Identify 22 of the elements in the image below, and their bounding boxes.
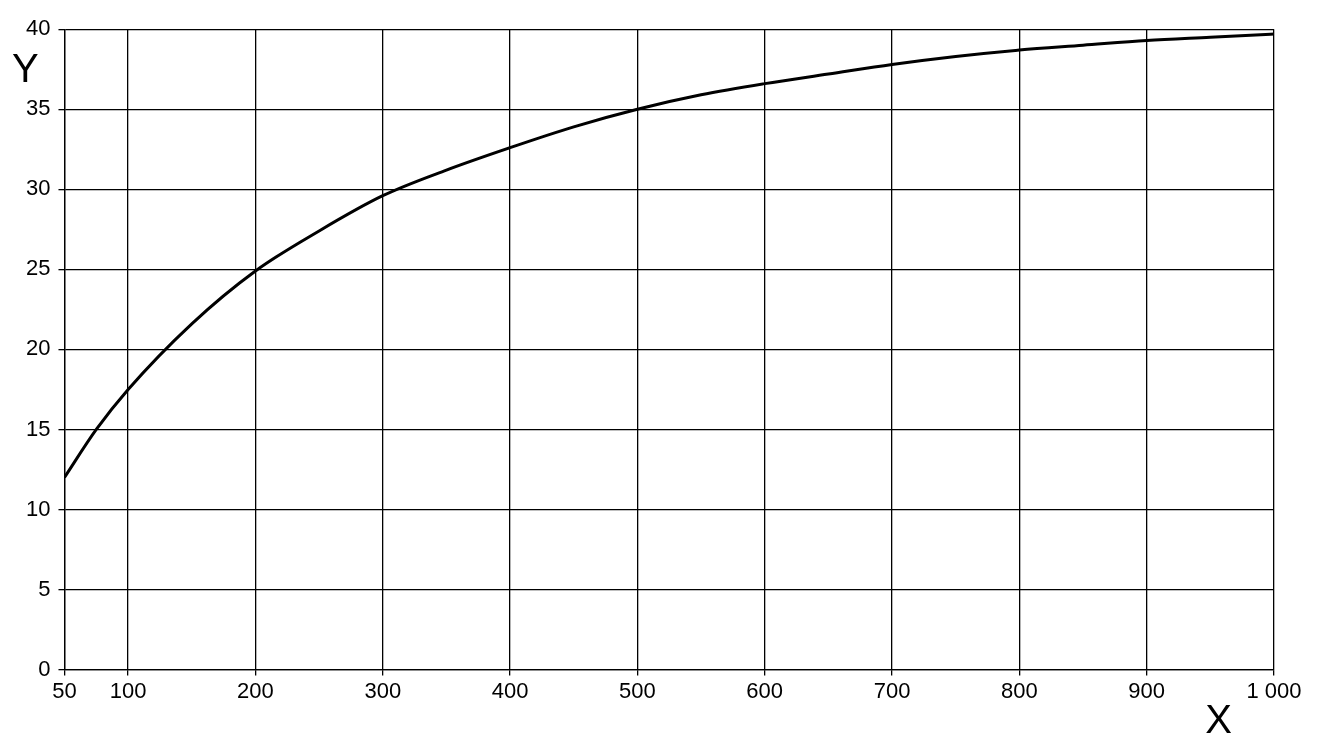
y-tick-label: 20 xyxy=(25,335,51,361)
y-axis-title: Y xyxy=(12,46,39,91)
x-tick-label: 50 xyxy=(52,677,77,703)
x-tick-label: 100 xyxy=(109,677,147,703)
x-axis-title: X xyxy=(1205,697,1232,742)
x-tick-label: 1 000 xyxy=(1246,677,1302,703)
x-tick-label: 600 xyxy=(746,677,784,703)
x-tick-label: 900 xyxy=(1128,677,1166,703)
y-tick-label: 10 xyxy=(25,495,51,521)
y-tick-label: 30 xyxy=(25,175,51,201)
x-tick-label: 700 xyxy=(873,677,911,703)
y-tick-label: 0 xyxy=(38,655,51,681)
x-tick-label: 800 xyxy=(1001,677,1038,703)
x-tick-label: 200 xyxy=(237,677,274,703)
x-tick-label: 500 xyxy=(619,677,656,703)
y-tick-label: 15 xyxy=(25,415,51,441)
y-tick-label: 5 xyxy=(38,575,51,601)
y-tick-label: 35 xyxy=(25,95,51,121)
x-tick-label: 400 xyxy=(491,677,529,703)
y-tick-label: 25 xyxy=(25,255,51,281)
y-tick-label: 40 xyxy=(25,15,51,41)
x-tick-label: 300 xyxy=(364,677,402,703)
